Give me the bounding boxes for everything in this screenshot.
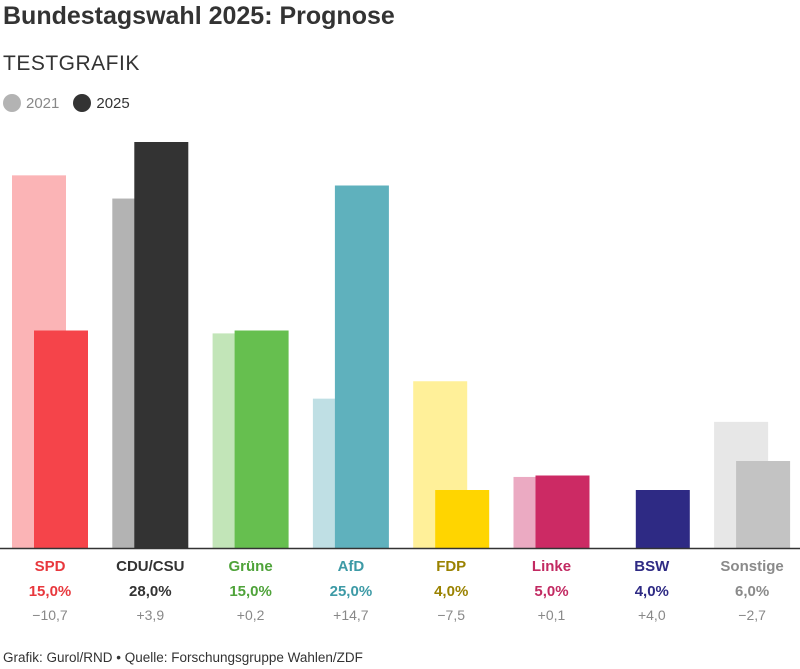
change-label-bsw: +4,0 <box>638 607 666 623</box>
change-label-cdu-csu: +3,9 <box>136 607 164 623</box>
change-label-spd: −10,7 <box>32 607 68 623</box>
bar-2025-gr-ne <box>234 330 289 548</box>
bar-2025-fdp <box>435 490 490 548</box>
bar-2025-afd <box>334 185 389 548</box>
category-label-linke: Linke <box>532 558 571 575</box>
value-label-afd: 25,0% <box>330 583 373 600</box>
bar-2025-cdu-csu <box>134 142 189 548</box>
category-label-bsw: BSW <box>634 558 670 575</box>
value-label-cdu-csu: 28,0% <box>129 583 172 600</box>
change-label-gr-ne: +0,2 <box>237 607 265 623</box>
chart-legend: 2021 2025 <box>3 94 144 112</box>
value-label-fdp: 4,0% <box>434 583 468 600</box>
value-label-gr-ne: 15,0% <box>229 583 272 600</box>
category-label-sonstige: Sonstige <box>720 558 783 575</box>
change-label-fdp: −7,5 <box>437 607 465 623</box>
category-label-fdp: FDP <box>436 558 466 575</box>
bar-2025-sonstige <box>736 461 791 548</box>
category-label-cdu-csu: CDU/CSU <box>116 558 184 575</box>
legend-item-2021: 2021 <box>3 94 59 112</box>
change-label-sonstige: −2,7 <box>738 607 766 623</box>
change-label-afd: +14,7 <box>333 607 369 623</box>
legend-swatch-2025 <box>73 94 92 112</box>
legend-label-2025: 2025 <box>96 94 130 112</box>
legend-item-2025: 2025 <box>73 94 130 112</box>
value-label-bsw: 4,0% <box>635 583 669 600</box>
category-label-spd: SPD <box>35 558 66 575</box>
change-label-linke: +0,1 <box>538 607 566 623</box>
source-credit: Grafik: Gurol/RND • Quelle: Forschungsgr… <box>3 650 363 665</box>
legend-label-2021: 2021 <box>26 94 60 112</box>
bar-2025-spd <box>34 330 88 548</box>
legend-swatch-2021 <box>3 94 21 112</box>
bar-2025-bsw <box>635 490 690 548</box>
value-label-sonstige: 6,0% <box>735 583 769 600</box>
category-label-afd: AfD <box>338 558 365 575</box>
category-label-gr-ne: Grüne <box>229 558 273 575</box>
page-subtitle: TESTGRAFIK <box>3 52 140 75</box>
bar-2025-linke <box>535 475 590 548</box>
value-label-spd: 15,0% <box>29 583 72 600</box>
value-label-linke: 5,0% <box>534 583 568 600</box>
page-title: Bundestagswahl 2025: Prognose <box>3 2 395 30</box>
